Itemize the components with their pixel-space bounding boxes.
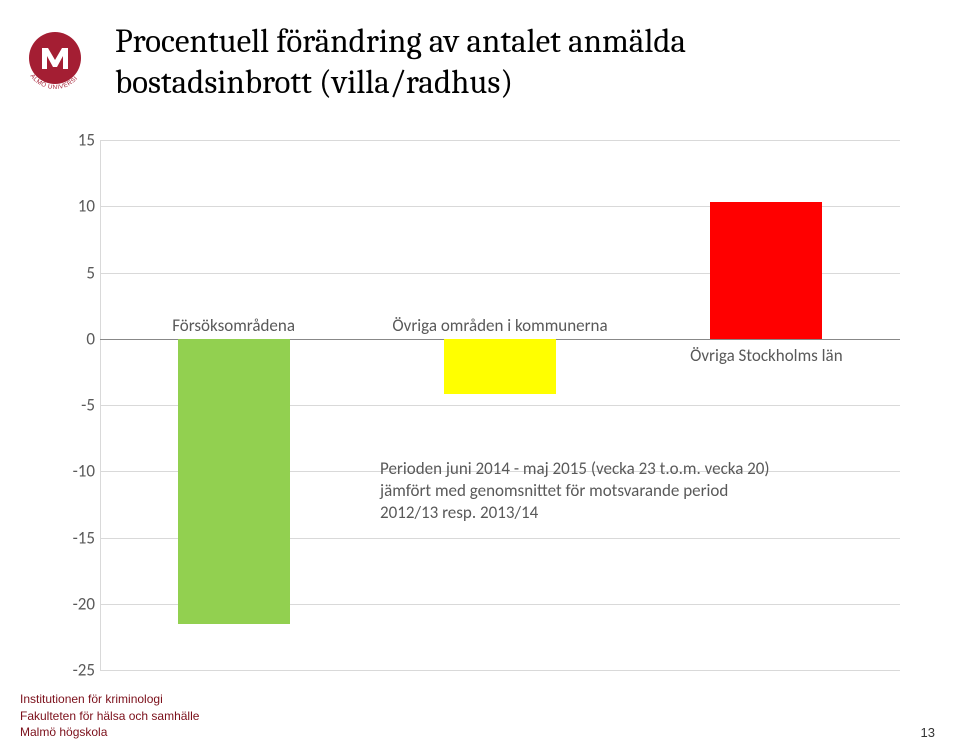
chart-annotation: Perioden juni 2014 - maj 2015 (vecka 23 … bbox=[380, 458, 860, 524]
page-title: Procentuell förändring av antalet anmäld… bbox=[115, 22, 920, 105]
bar bbox=[710, 202, 822, 338]
plot-area: Försöksområdena Övriga områden i kommuner… bbox=[100, 140, 900, 670]
footer-line-2: Fakulteten för hälsa och samhälle bbox=[20, 708, 940, 724]
y-axis-tick-label: -10 bbox=[73, 461, 95, 482]
logo: MALMÖ UNIVERSITY bbox=[20, 28, 90, 98]
y-axis-tick-label: -25 bbox=[73, 660, 95, 681]
bar bbox=[178, 339, 290, 624]
y-axis-tick-label: 15 bbox=[78, 130, 95, 151]
y-axis-tick-label: -5 bbox=[81, 395, 95, 416]
gridline bbox=[100, 670, 900, 671]
page-number: 13 bbox=[921, 725, 935, 740]
bar-chart: 151050-5-10-15-20-25 FörsöksområdenaÖvri… bbox=[100, 140, 900, 670]
y-axis-tick-label: 5 bbox=[86, 262, 95, 283]
title-line-1: Procentuell förändring av antalet anmäld… bbox=[115, 23, 686, 61]
category-label: Övriga områden i kommunerna bbox=[380, 315, 620, 336]
y-axis-tick-label: -15 bbox=[73, 527, 95, 548]
title-line-2: bostadsinbrott (villa/radhus) bbox=[115, 63, 920, 104]
annotation-line: 2012/13 resp. 2013/14 bbox=[380, 502, 860, 524]
bar bbox=[444, 339, 556, 395]
category-label: Övriga Stockholms län bbox=[646, 345, 886, 366]
y-axis-tick-label: 0 bbox=[86, 328, 95, 349]
footer-line-1: Institutionen för kriminologi bbox=[20, 691, 940, 707]
gridline bbox=[100, 140, 900, 141]
footer: Institutionen för kriminologi Fakulteten… bbox=[20, 691, 940, 740]
malmo-logo-icon: MALMÖ UNIVERSITY bbox=[20, 28, 90, 98]
footer-line-3: Malmö högskola bbox=[20, 724, 940, 740]
y-axis-tick-label: -20 bbox=[73, 593, 95, 614]
y-axis-tick-label: 10 bbox=[78, 196, 95, 217]
annotation-line: jämfört med genomsnittet för motsvarande… bbox=[380, 480, 860, 502]
y-axis-labels: 151050-5-10-15-20-25 bbox=[65, 140, 95, 670]
category-label: Försöksområdena bbox=[114, 315, 354, 336]
annotation-line: Perioden juni 2014 - maj 2015 (vecka 23 … bbox=[380, 458, 860, 480]
